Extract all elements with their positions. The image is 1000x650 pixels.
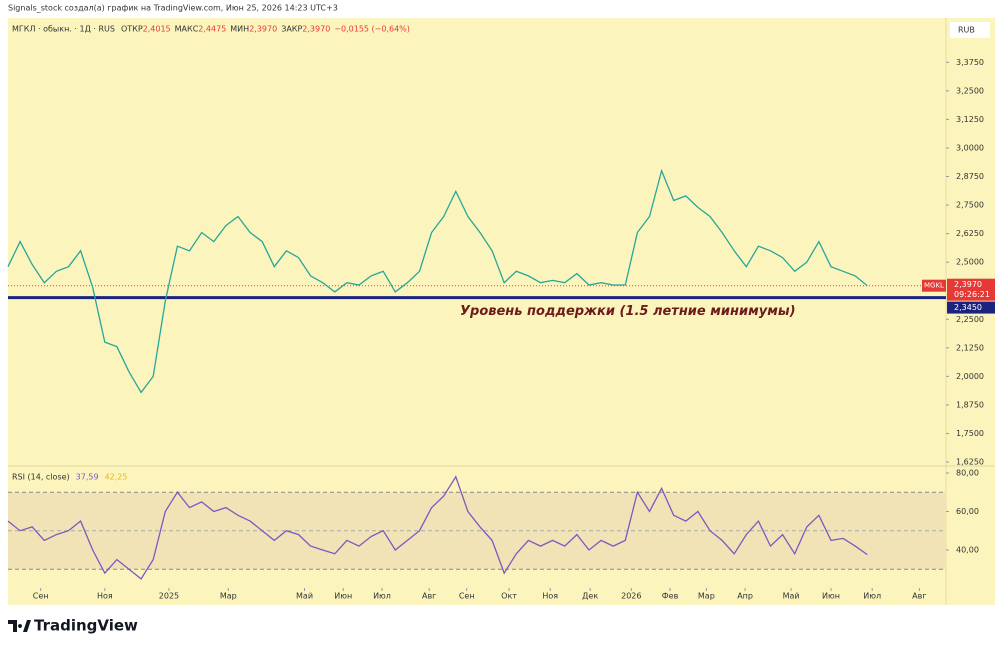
- series-name: MGKL: [924, 282, 944, 290]
- x-tick-label: Июл: [373, 592, 391, 601]
- y-tick-label: 2,5000: [956, 258, 984, 267]
- series-tag: [922, 279, 946, 292]
- change: −0,0155 (−0,64%): [334, 25, 410, 34]
- stat-label: МИН: [230, 25, 249, 34]
- stat-label: МАКС: [175, 25, 199, 34]
- y-tick-label: 3,1250: [956, 115, 984, 124]
- stat-value: 2,3970: [302, 25, 330, 34]
- last-price: 2,3970: [954, 280, 982, 289]
- x-tick-label: Авг: [912, 592, 926, 601]
- y-tick-label: 2,6250: [956, 229, 984, 238]
- x-tick-label: Май: [296, 592, 313, 601]
- y-tick-label: 80,00: [956, 468, 979, 477]
- support-label: 2,3450: [954, 303, 982, 312]
- rsi-value: 37,59: [76, 473, 99, 482]
- series-line: [7, 475, 868, 580]
- stat-label: ОТКР: [121, 25, 143, 34]
- countdown: 09:26:21: [954, 290, 990, 299]
- y-tick-label: 60,00: [956, 507, 979, 516]
- stat-label: ЗАКР: [281, 25, 302, 34]
- x-tick-label: Окт: [501, 592, 517, 601]
- series-line: [7, 168, 868, 394]
- x-tick-label: Сен: [33, 592, 49, 601]
- x-tick-label: Июл: [863, 592, 881, 601]
- y-tick-label: 2,0000: [956, 372, 984, 381]
- y-tick-label: 2,1250: [956, 343, 984, 352]
- x-tick-label: Ноя: [97, 592, 113, 601]
- stat-value: 2,3970: [249, 25, 277, 34]
- rsi-ma-value: 42,25: [105, 473, 128, 482]
- y-tick-label: 1,7500: [956, 429, 984, 438]
- currency-box: [950, 22, 990, 38]
- y-tick-label: 1,8750: [956, 400, 984, 409]
- x-tick-label: Июн: [822, 592, 840, 601]
- support-tag: [947, 301, 995, 314]
- x-tick-label: Апр: [737, 592, 753, 601]
- brand-logo: [8, 620, 31, 632]
- x-tick-label: Ноя: [542, 592, 558, 601]
- rsi-title: RSI (14, close): [12, 473, 70, 482]
- currency: RUB: [958, 26, 975, 35]
- x-tick-label: Фев: [662, 592, 679, 601]
- x-tick-label: Сен: [459, 592, 475, 601]
- price-tag: [947, 278, 995, 301]
- x-tick-label: 2025: [159, 592, 179, 601]
- brand: TradingView: [34, 617, 138, 635]
- stat-value: 2,4475: [198, 25, 226, 34]
- x-tick-label: Авг: [422, 592, 436, 601]
- y-tick-label: 3,3750: [956, 58, 984, 67]
- x-tick-label: Мар: [220, 592, 237, 601]
- annotation: Уровень поддержки (1.5 летние минимумы): [460, 304, 796, 319]
- y-tick-label: 2,7500: [956, 201, 984, 210]
- stat-value: 2,4015: [143, 25, 171, 34]
- y-tick-label: 2,8750: [956, 172, 984, 181]
- y-tick-label: 3,0000: [956, 143, 984, 152]
- y-tick-label: 2,2500: [956, 315, 984, 324]
- x-tick-label: Дек: [582, 592, 598, 601]
- y-tick-label: 40,00: [956, 545, 979, 554]
- x-tick-label: Май: [783, 592, 800, 601]
- x-tick-label: 2026: [621, 592, 641, 601]
- legend: МГКЛ · обыкн. · 1Д · RUS: [12, 25, 115, 34]
- header: Signals_stock создал(а) график на Tradin…: [8, 4, 338, 13]
- y-tick-label: 3,2500: [956, 86, 984, 95]
- x-tick-label: Июн: [334, 592, 352, 601]
- y-tick-label: 1,6250: [956, 458, 984, 467]
- x-tick-label: Мар: [698, 592, 715, 601]
